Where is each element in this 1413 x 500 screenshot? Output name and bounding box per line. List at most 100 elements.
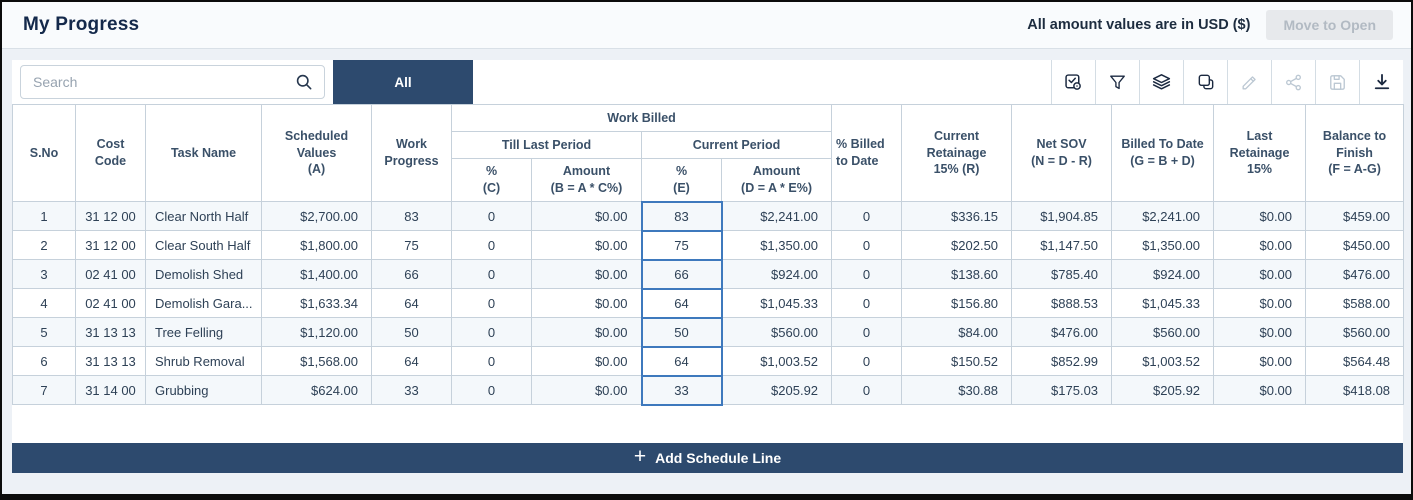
move-to-open-button[interactable]: Move to Open [1266,10,1393,40]
table-body: 1 31 12 00 Clear North Half $2,700.00 83… [12,200,1405,406]
cell-work-progress: 83 [371,201,452,231]
cell-till-last-period-pct: 0 [451,375,532,405]
add-schedule-line-button[interactable]: + Add Schedule Line [12,442,1403,473]
cell-current-retainage: $138.60 [901,259,1013,289]
cell-scheduled-value: $1,400.00 [261,259,372,289]
cell-current-period-amount: $560.00 [720,317,833,347]
cell-scheduled-value: $1,800.00 [261,230,372,260]
cell-current-period-pct-input[interactable]: 66 [640,258,723,290]
cell-sno: 1 [12,201,76,231]
cell-till-last-period-amount: $0.00 [531,375,642,405]
cell-till-last-period-amount: $0.00 [531,346,642,376]
cell-current-period-pct-input[interactable]: 33 [640,374,723,406]
cell-balance-to-finish: $476.00 [1305,259,1405,289]
cell-current-period-pct-input[interactable]: 83 [640,200,723,232]
cell-net-sov: $175.03 [1011,375,1113,405]
cell-current-period-pct-input[interactable]: 75 [640,229,723,261]
cell-work-progress: 75 [371,230,452,260]
cell-current-retainage: $336.15 [901,201,1013,231]
filter-icon[interactable] [1095,60,1139,104]
cell-scheduled-value: $1,568.00 [261,346,372,376]
cell-current-period-amount: $924.00 [720,259,833,289]
cell-task-name: Shrub Removal [145,346,262,376]
progress-table: S.No Cost Code Task Name Scheduled Values… [12,104,1405,406]
col-header-net-sov: Net SOV (N = D - R) [1011,104,1113,202]
layers-icon[interactable] [1139,60,1183,104]
cell-billed-to-date: $205.92 [1111,375,1215,405]
table-row: 5 31 13 13 Tree Felling $1,120.00 50 0 $… [12,316,1405,348]
page-title: My Progress [23,14,140,35]
cell-billed-to-date: $560.00 [1111,317,1215,347]
cell-current-period-pct-input[interactable]: 64 [640,345,723,377]
cell-net-sov: $852.99 [1011,346,1113,376]
cell-last-retainage: $0.00 [1213,201,1307,231]
cell-till-last-period-amount: $0.00 [531,259,642,289]
col-header-balance-to-finish: Balance to Finish (F = A-G) [1305,104,1405,202]
cell-scheduled-value: $624.00 [261,375,372,405]
cell-billed-to-date: $1,350.00 [1111,230,1215,260]
cell-cost-code: 02 41 00 [75,259,146,289]
search-input[interactable] [33,74,294,90]
cell-pct-billed-to-date: 0 [831,259,903,289]
search-box[interactable] [20,65,325,99]
cell-scheduled-value: $1,120.00 [261,317,372,347]
search-icon[interactable] [294,72,314,92]
cell-till-last-period-pct: 0 [451,317,532,347]
table-row: 2 31 12 00 Clear South Half $1,800.00 75… [12,229,1405,261]
table-row: 1 31 12 00 Clear North Half $2,700.00 83… [12,200,1405,232]
col-header-amount-d: Amount (D = A * E%) [720,158,833,202]
page-header: My Progress All amount values are in USD… [2,2,1411,49]
cell-current-retainage: $202.50 [901,230,1013,260]
download-icon[interactable] [1359,60,1403,104]
cell-balance-to-finish: $564.48 [1305,346,1405,376]
col-header-last-retainage: Last Retainage 15% [1213,104,1307,202]
cell-current-retainage: $150.52 [901,346,1013,376]
cell-current-period-amount: $1,350.00 [720,230,833,260]
cell-till-last-period-amount: $0.00 [531,201,642,231]
cell-sno: 6 [12,346,76,376]
cell-current-retainage: $30.88 [901,375,1013,405]
cell-balance-to-finish: $450.00 [1305,230,1405,260]
cell-current-period-pct-input[interactable]: 64 [640,287,723,319]
cell-pct-billed-to-date: 0 [831,201,903,231]
save-icon[interactable] [1315,60,1359,104]
cell-billed-to-date: $1,045.33 [1111,288,1215,318]
header-right: All amount values are in USD ($) Move to… [1027,10,1393,40]
cell-till-last-period-amount: $0.00 [531,317,642,347]
cell-pct-billed-to-date: 0 [831,230,903,260]
cell-net-sov: $1,904.85 [1011,201,1113,231]
cell-net-sov: $785.40 [1011,259,1113,289]
cell-balance-to-finish: $588.00 [1305,288,1405,318]
cell-current-period-pct-input[interactable]: 50 [640,316,723,348]
cell-current-period-amount: $205.92 [720,375,833,405]
cell-sno: 2 [12,230,76,260]
cell-last-retainage: $0.00 [1213,259,1307,289]
cell-scheduled-value: $2,700.00 [261,201,372,231]
cell-cost-code: 31 13 13 [75,317,146,347]
col-header-pct-c: % (C) [451,158,532,202]
cell-scheduled-value: $1,633.34 [261,288,372,318]
cell-task-name: Demolish Gara... [145,288,262,318]
cell-current-period-amount: $2,241.00 [720,201,833,231]
cell-task-name: Clear South Half [145,230,262,260]
col-header-cost-code: Cost Code [75,104,146,202]
cell-sno: 5 [12,317,76,347]
col-header-scheduled-values: Scheduled Values (A) [261,104,372,202]
table-row: 4 02 41 00 Demolish Gara... $1,633.34 64… [12,287,1405,319]
tab-all[interactable]: All [333,60,473,104]
cell-pct-billed-to-date: 0 [831,288,903,318]
cell-work-progress: 64 [371,346,452,376]
col-header-current-retainage: Current Retainage 15% (R) [901,104,1013,202]
edit-icon[interactable] [1227,60,1271,104]
cell-current-retainage: $84.00 [901,317,1013,347]
select-visibility-icon[interactable] [1051,60,1095,104]
cell-cost-code: 31 14 00 [75,375,146,405]
table-row: 7 31 14 00 Grubbing $624.00 33 0 $0.00 3… [12,374,1405,406]
cell-till-last-period-pct: 0 [451,259,532,289]
share-icon[interactable] [1271,60,1315,104]
col-group-current-period: Current Period [640,131,833,159]
cell-current-period-amount: $1,003.52 [720,346,833,376]
plus-icon: + [633,445,647,468]
copy-icon[interactable] [1183,60,1227,104]
